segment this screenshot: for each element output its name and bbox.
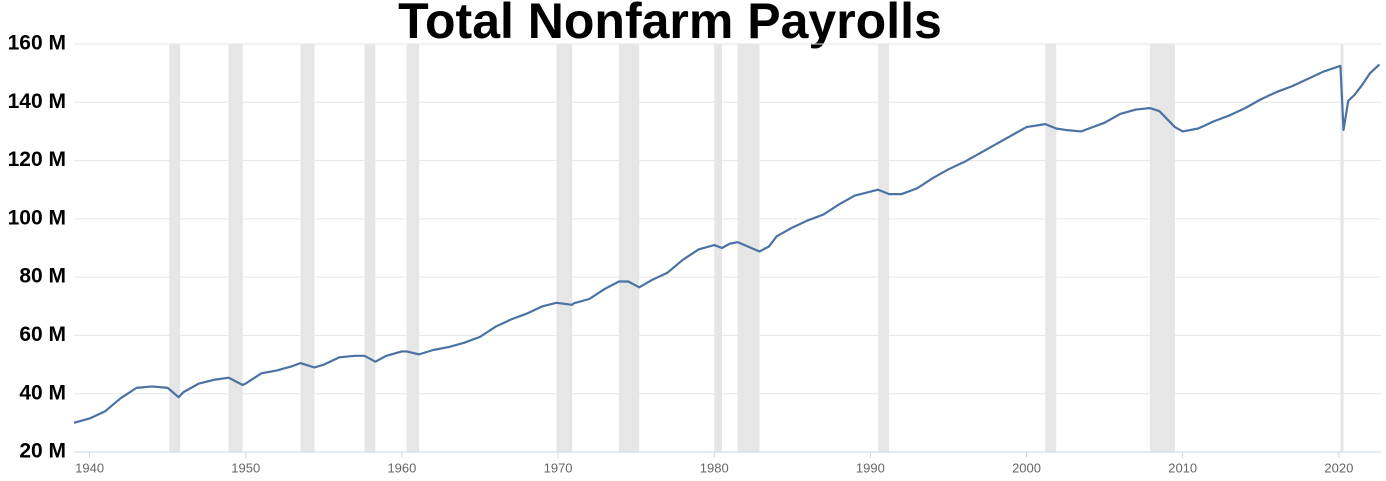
- x-tick-label: 1940: [75, 460, 104, 475]
- y-tick-label: 40 M: [19, 381, 66, 404]
- recession-band: [300, 44, 315, 452]
- line: [73, 63, 1381, 424]
- y-tick-label: 80 M: [19, 265, 66, 288]
- recession-band: [228, 44, 243, 452]
- recession-band: [406, 44, 420, 452]
- recession-band: [169, 44, 181, 452]
- x-tick-label: 1970: [544, 460, 573, 475]
- x-tick-label: 1950: [231, 460, 260, 475]
- recession-band: [618, 44, 640, 452]
- x-tick-label: 1960: [387, 460, 416, 475]
- x-tick-label: 1980: [700, 460, 729, 475]
- y-tick-label: 160 M: [8, 32, 66, 55]
- y-tick-label: 100 M: [8, 206, 66, 229]
- recession-band: [878, 44, 890, 452]
- x-tick-label: 2000: [1012, 460, 1041, 475]
- x-tick-label: 2020: [1324, 460, 1353, 475]
- recession-band: [364, 44, 376, 452]
- recession-band: [1045, 44, 1057, 452]
- x-tick-label: 1990: [856, 460, 885, 475]
- x-tick-label: 2010: [1168, 460, 1197, 475]
- recession-band: [714, 44, 723, 452]
- recession-band: [556, 44, 573, 452]
- y-tick-label: 140 M: [8, 90, 66, 113]
- y-tick-label: 120 M: [8, 148, 66, 171]
- y-tick-label: 20 M: [19, 440, 66, 463]
- y-tick-label: 60 M: [19, 323, 66, 346]
- recession-band: [1340, 44, 1344, 452]
- chart-title: Total Nonfarm Payrolls: [398, 0, 942, 49]
- recession-band: [1149, 44, 1175, 452]
